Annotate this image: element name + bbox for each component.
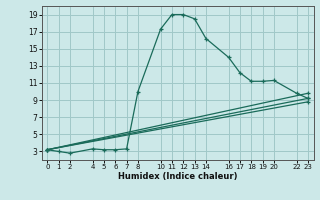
X-axis label: Humidex (Indice chaleur): Humidex (Indice chaleur) — [118, 172, 237, 181]
